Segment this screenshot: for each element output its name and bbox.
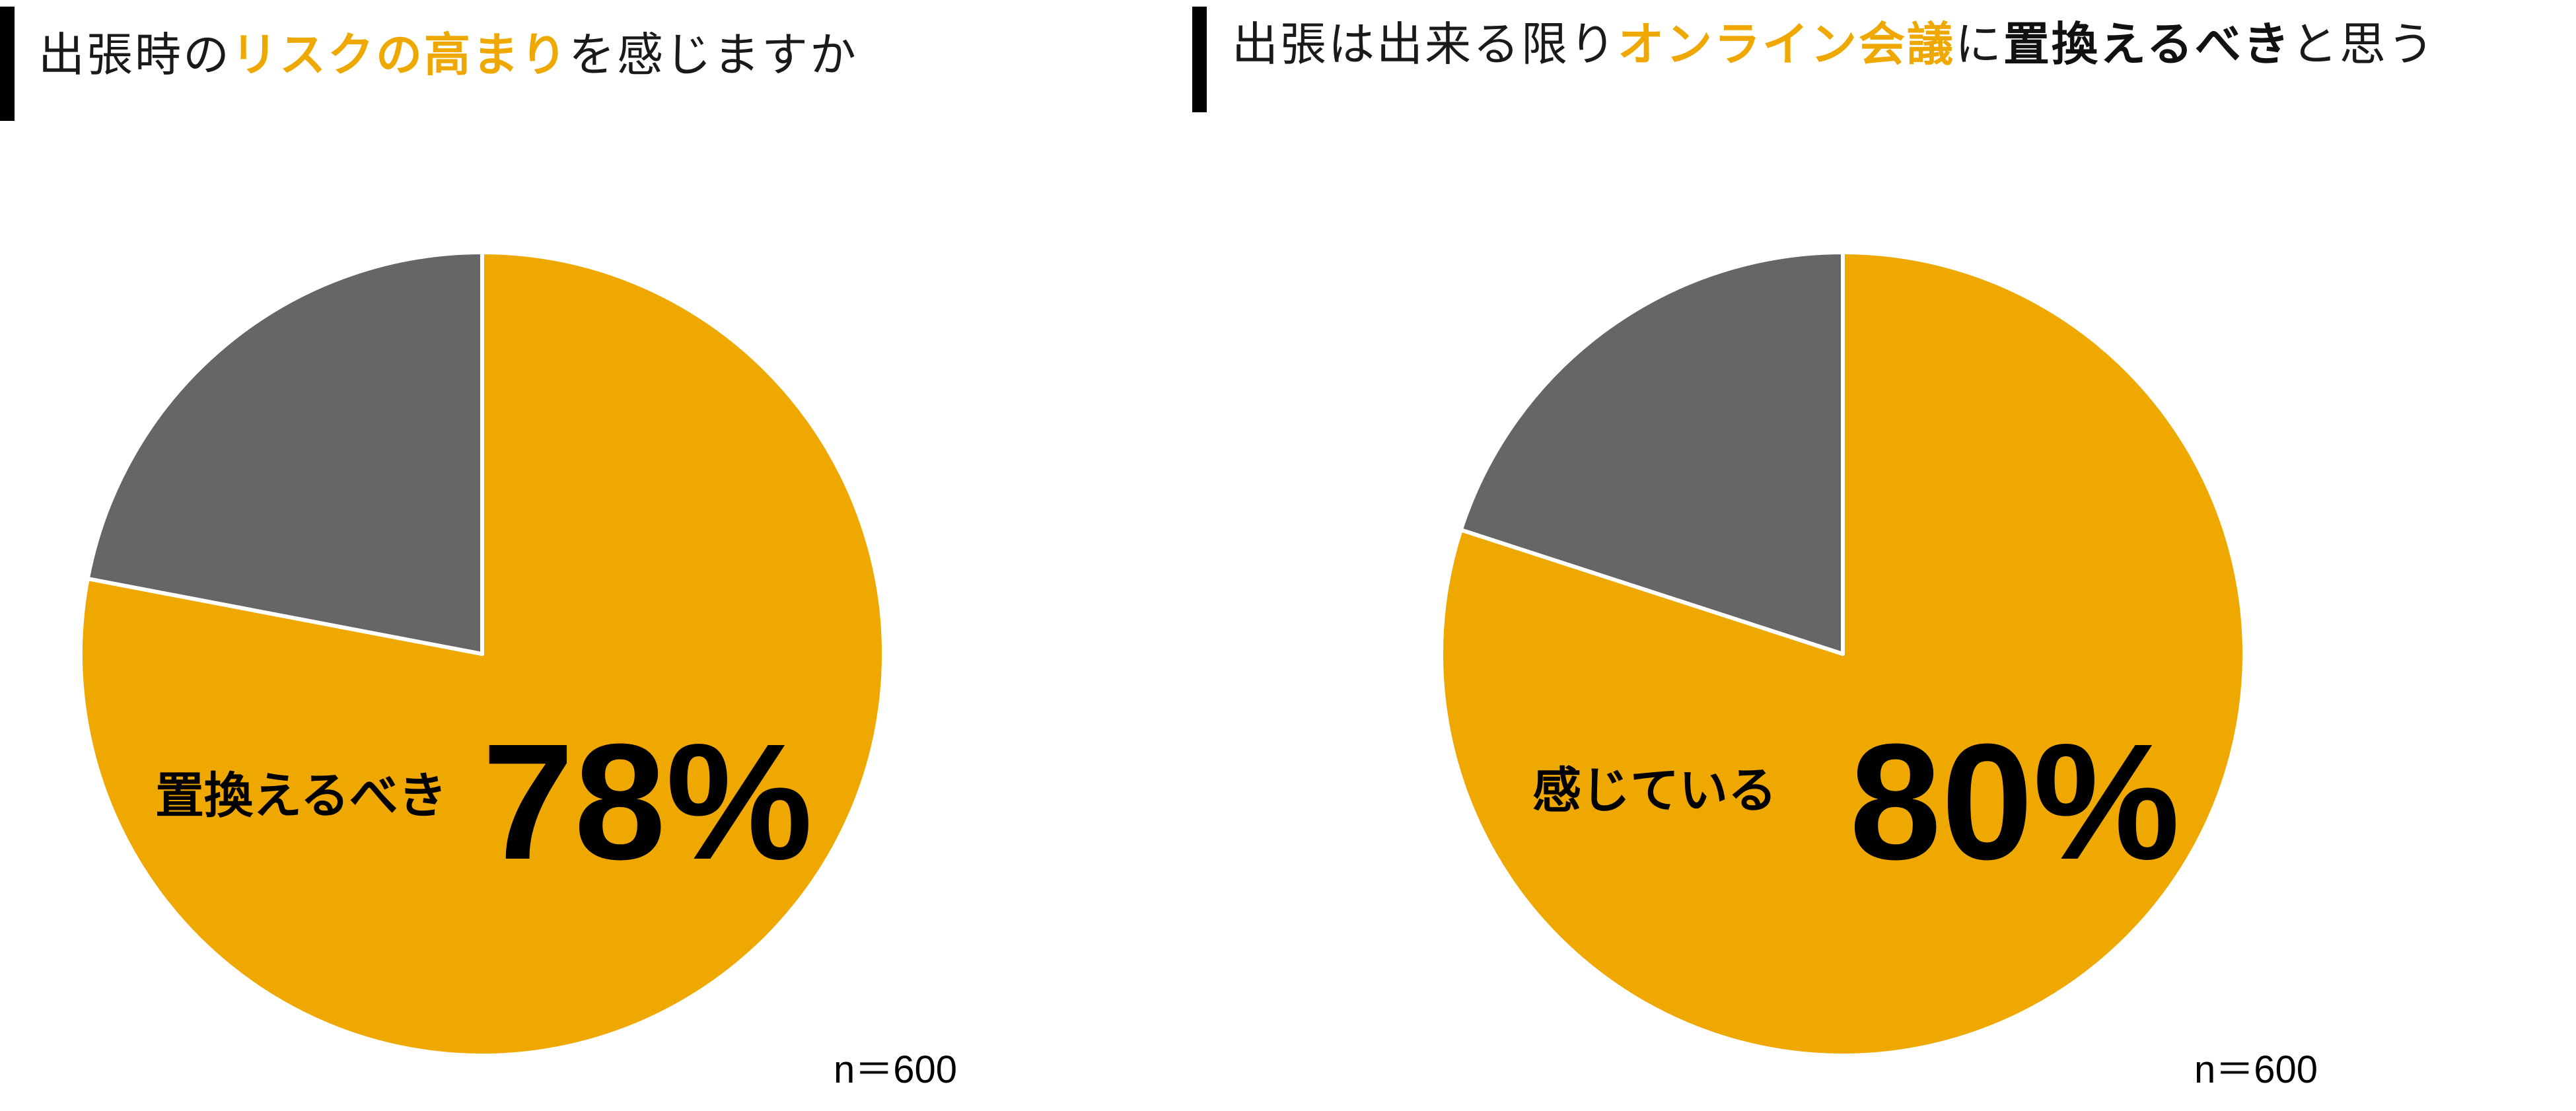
right-panel: 出張は出来る限りオンライン会議に置換えるべきと思う 感じている 80% n＝60… (1192, 0, 2480, 1111)
title-suffix: を感じますか (569, 28, 858, 82)
right-pie-chart: 感じている 80% (1439, 250, 2246, 1057)
right-chart-title: 出張は出来る限りオンライン会議に置換えるべきと思う (1232, 15, 2436, 74)
title-accent-bar (1192, 7, 1207, 112)
title-accent-bar (0, 7, 15, 121)
right-answer-label: 感じている (1532, 762, 1777, 819)
title-suffix: と思う (2291, 17, 2436, 71)
left-percent-label: 78% (482, 709, 812, 894)
left-pie-slices (79, 250, 886, 1057)
left-panel: 出張時のリスクの高まりを感じますか 置換えるべき 78% n＝600 (0, 7, 958, 1091)
title-mid: に (1955, 17, 2003, 71)
right-sample-size: n＝600 (2194, 1048, 2318, 1091)
right-pie-slices (1439, 250, 2246, 1057)
pie-slice-other (85, 250, 484, 656)
left-pie-chart: 置換えるべき 78% (79, 250, 886, 1057)
right-percent-label: 80% (1849, 709, 2180, 894)
pie-slice-other (1458, 250, 1845, 656)
title-highlight: リスクの高まり (231, 28, 569, 82)
left-sample-size: n＝600 (834, 1048, 958, 1091)
title-prefix: 出張は出来る限り (1232, 17, 1618, 71)
left-chart-title: 出張時のリスクの高まりを感じますか (38, 25, 858, 85)
title-prefix: 出張時の (38, 28, 231, 82)
title-highlight: オンライン会議 (1618, 17, 1955, 71)
title-emphasis: 置換えるべき (2003, 17, 2291, 71)
left-answer-label: 置換えるべき (155, 768, 447, 824)
